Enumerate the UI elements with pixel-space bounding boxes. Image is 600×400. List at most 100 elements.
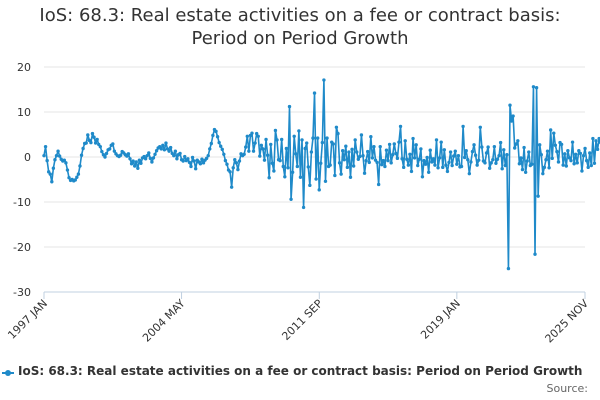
data-point xyxy=(553,143,558,147)
data-point xyxy=(384,148,389,152)
data-point xyxy=(264,137,268,142)
x-axis: 1997 JAN 2004 MAY 2011 SEP 2019 JAN 2025 NOV xyxy=(5,291,592,346)
data-point xyxy=(153,152,157,156)
data-point xyxy=(405,157,409,161)
data-point xyxy=(541,171,545,176)
data-point xyxy=(206,153,210,158)
data-point xyxy=(208,147,212,151)
data-point xyxy=(128,157,132,161)
data-point xyxy=(591,136,595,141)
data-point xyxy=(315,136,320,140)
data-point xyxy=(442,148,447,152)
data-point xyxy=(401,165,406,170)
data-point xyxy=(48,172,52,176)
data-point xyxy=(419,147,423,151)
x-tick-label-0: 1997 JAN xyxy=(5,297,50,342)
data-point xyxy=(544,158,548,162)
data-point xyxy=(436,166,440,170)
data-point xyxy=(491,158,495,162)
source-credit[interactable]: Source: xyxy=(546,382,589,395)
legend[interactable]: IoS: 68.3: Real estate activities on a f… xyxy=(0,363,600,381)
data-point xyxy=(564,164,568,168)
data-point xyxy=(428,148,432,152)
data-point xyxy=(527,150,531,154)
data-point xyxy=(588,151,592,155)
x-tick-label-4: 2025 NOV xyxy=(543,297,592,346)
data-point xyxy=(522,145,526,150)
data-point xyxy=(376,182,381,187)
data-point xyxy=(359,133,364,137)
data-point xyxy=(408,152,412,156)
data-point xyxy=(283,175,287,179)
data-point xyxy=(411,136,415,141)
data-point xyxy=(242,152,246,156)
data-point xyxy=(464,149,468,153)
data-point xyxy=(186,157,190,161)
data-point xyxy=(417,157,421,161)
data-point xyxy=(253,141,257,145)
data-point xyxy=(233,158,237,162)
data-point xyxy=(394,151,398,156)
data-point xyxy=(204,156,209,161)
data-point xyxy=(538,143,542,147)
data-point xyxy=(192,159,196,163)
series-line-0 xyxy=(43,79,600,270)
data-point xyxy=(400,157,404,161)
data-point xyxy=(189,164,193,169)
data-point xyxy=(312,91,317,95)
data-point xyxy=(305,141,309,145)
data-point xyxy=(383,164,387,169)
data-point xyxy=(126,152,131,156)
data-point xyxy=(223,158,228,163)
data-point xyxy=(342,158,346,162)
data-point xyxy=(229,185,234,189)
legend-label[interactable]: IoS: 68.3: Real estate activities on a f… xyxy=(18,364,583,378)
data-point xyxy=(275,138,279,142)
y-tick-label-1: 10 xyxy=(17,106,31,119)
data-point xyxy=(81,146,85,151)
data-point xyxy=(150,160,154,164)
data-point xyxy=(589,163,594,168)
data-point xyxy=(237,159,242,163)
data-point xyxy=(198,162,203,166)
data-point xyxy=(386,158,390,163)
data-point xyxy=(64,161,68,165)
data-point xyxy=(351,164,356,168)
data-point xyxy=(270,161,275,165)
y-tick-label-5: -30 xyxy=(13,286,31,299)
data-point xyxy=(389,161,393,165)
data-point xyxy=(222,152,226,156)
data-point xyxy=(511,114,515,118)
data-point xyxy=(236,167,240,172)
y-tick-label-4: -20 xyxy=(13,241,31,254)
data-point xyxy=(356,157,361,161)
data-point xyxy=(86,133,90,137)
data-point xyxy=(494,161,498,165)
data-point xyxy=(559,142,564,147)
data-point xyxy=(308,183,312,188)
data-point xyxy=(137,158,142,162)
data-point xyxy=(193,167,198,171)
data-point xyxy=(426,170,431,174)
data-point xyxy=(456,153,461,158)
data-point xyxy=(395,156,400,161)
data-point xyxy=(256,134,260,138)
data-point xyxy=(353,138,357,142)
data-point xyxy=(92,135,96,139)
data-point xyxy=(448,150,453,154)
data-point xyxy=(112,149,117,153)
data-point xyxy=(453,149,457,153)
y-tick-label-2: 0 xyxy=(24,151,31,164)
data-point xyxy=(434,138,439,142)
data-point xyxy=(187,160,192,165)
data-point xyxy=(284,146,289,151)
data-point xyxy=(319,161,323,165)
data-point xyxy=(162,148,167,152)
data-point xyxy=(251,149,256,153)
data-point xyxy=(545,149,550,153)
x-tick-label-3: 2019 JAN xyxy=(418,297,463,342)
data-point xyxy=(509,119,514,123)
data-point xyxy=(547,166,551,170)
data-point xyxy=(334,125,339,129)
